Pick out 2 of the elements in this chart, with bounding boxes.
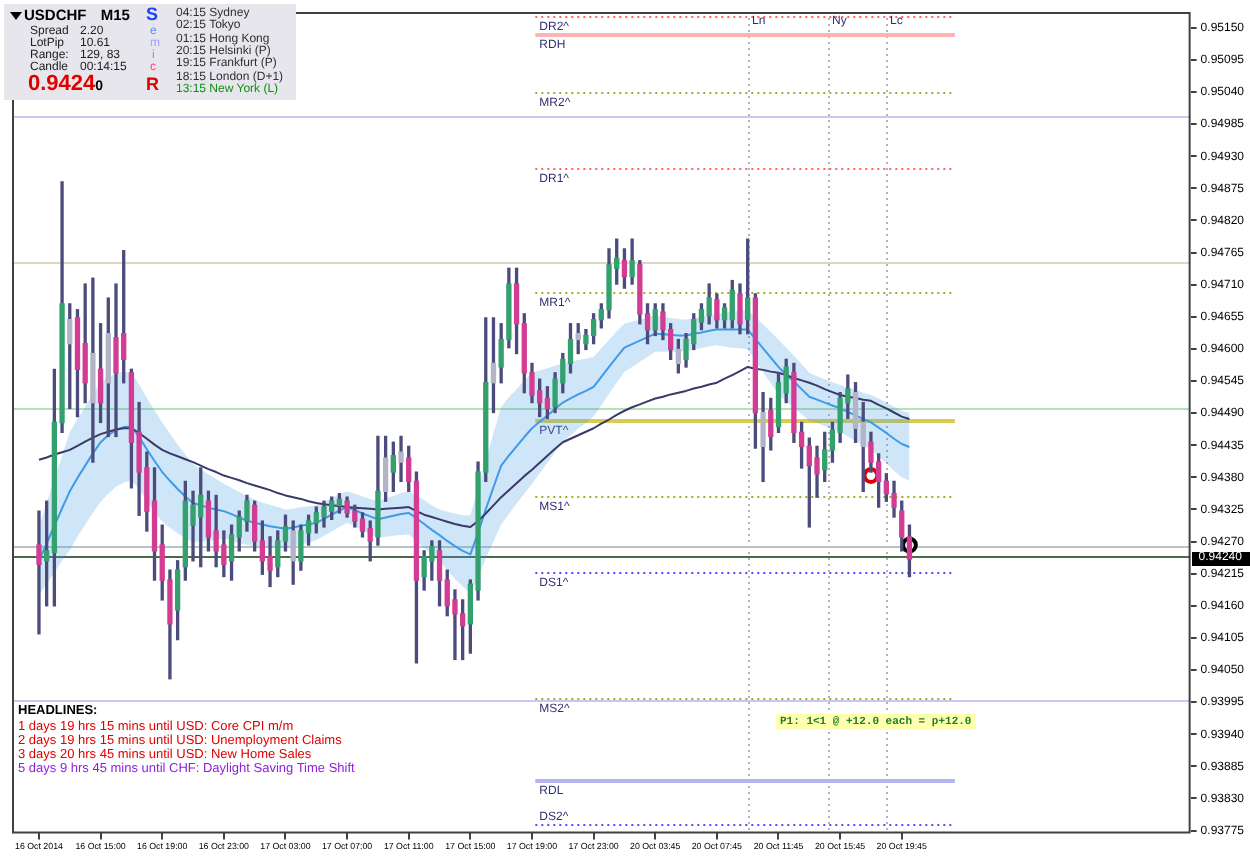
annotation: R bbox=[146, 74, 159, 94]
annotation: S bbox=[146, 4, 159, 24]
